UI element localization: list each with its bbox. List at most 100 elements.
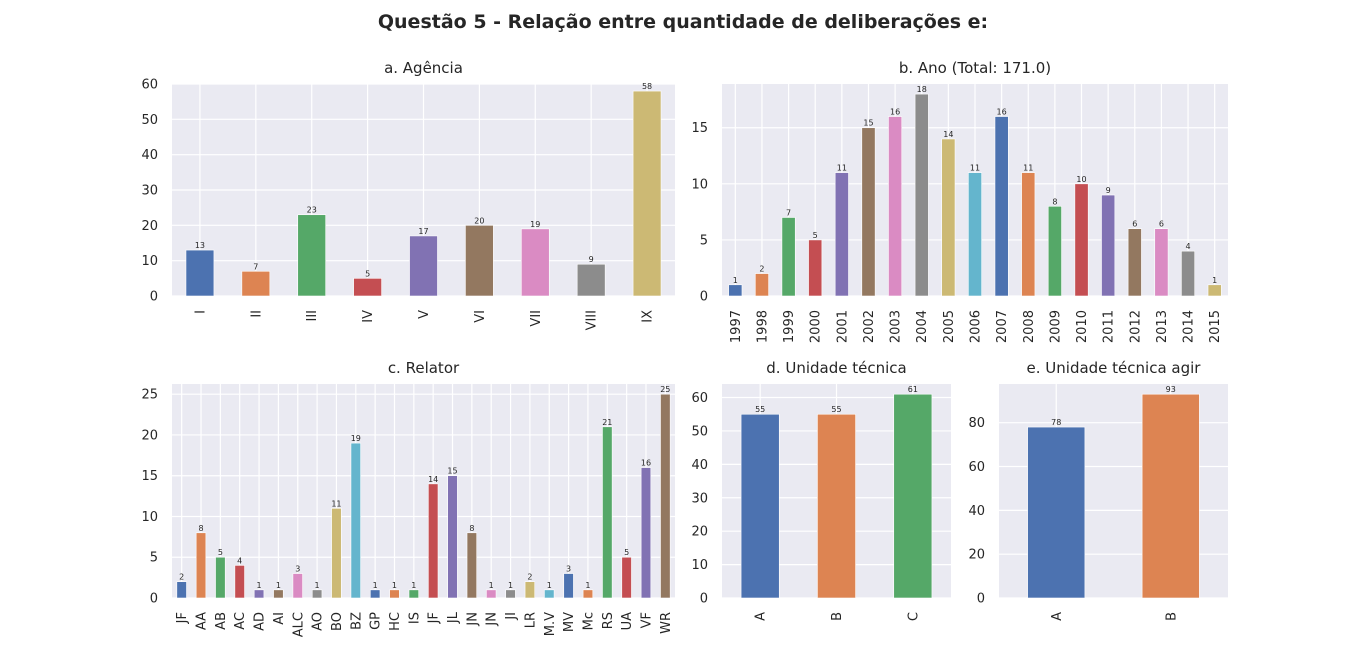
bar-value-label: 1 [315, 581, 320, 590]
y-tick-label: 80 [968, 416, 985, 431]
bar [521, 228, 550, 297]
bar-value-label: 1 [1212, 276, 1217, 285]
x-tick-label: B [1164, 612, 1179, 621]
bar [369, 589, 381, 599]
chart-panel-relator: 05101520252JF8AA5AB4AC1AD1AI3ALC1AO11BO1… [141, 359, 675, 637]
x-tick-label: VF [639, 612, 654, 628]
x-tick-label: C [906, 612, 921, 621]
bar [466, 532, 478, 599]
bar [215, 556, 226, 599]
x-tick-label: M.V [543, 612, 558, 636]
bar [1207, 284, 1222, 297]
x-tick-label: UA [620, 612, 635, 631]
x-tick-label: IX [641, 310, 656, 323]
x-tick-label: 2009 [1048, 310, 1063, 343]
bar [781, 217, 796, 297]
x-tick-label: 2014 [1182, 310, 1197, 343]
y-tick-label: 20 [141, 428, 158, 443]
y-tick-label: 0 [700, 592, 708, 607]
y-tick-label: 5 [150, 551, 158, 566]
bar [253, 589, 265, 599]
x-tick-label: AB [214, 612, 229, 630]
chart-panel-agencia: 0 10 20 30 40 50 60 13 I 7 II 23 III 5 IV 17 V 20 VI 19 VII 9… [141, 59, 675, 330]
bar [486, 589, 497, 599]
bar [754, 273, 769, 297]
bar-value-label: 14 [428, 475, 438, 484]
x-tick-label: JI [504, 612, 519, 621]
bar-value-label: 18 [917, 85, 927, 94]
y-tick-label: 10 [691, 177, 708, 192]
bar-value-label: 6 [1159, 220, 1164, 229]
bar [273, 589, 284, 599]
bar-value-label: 17 [418, 227, 428, 236]
bar-value-label: 5 [218, 548, 223, 557]
y-tick-label: 20 [968, 548, 985, 563]
bar [861, 127, 876, 297]
x-tick-label: AO [311, 612, 326, 631]
chart-panel-unidade: 0 10 20 30 40 50 60 55 A 55 B 61 Cd. Unidade técnica [691, 359, 951, 621]
y-tick-label: 5 [700, 233, 708, 248]
x-tick-label: BO [330, 612, 345, 631]
y-tick-label: 10 [141, 510, 158, 525]
bar-value-label: 7 [786, 208, 791, 217]
bar-value-label: 61 [908, 385, 918, 394]
x-tick-label: VI [473, 310, 488, 323]
bar-value-label: 7 [253, 262, 258, 271]
x-tick-label: B [830, 612, 845, 621]
x-tick-label: 2012 [1128, 310, 1143, 343]
bar [297, 214, 326, 297]
bar [350, 442, 361, 599]
bar [740, 413, 780, 599]
chart-panel-unidade_agir: 0 20 40 60 80 78 A 93 Be. Unidade técnica agir [968, 359, 1228, 621]
bar-value-label: 21 [602, 418, 612, 427]
x-tick-label: IS [407, 612, 422, 624]
y-tick-label: 40 [141, 148, 158, 163]
x-tick-label: RS [601, 612, 616, 629]
bar-value-label: 14 [943, 130, 953, 139]
bar-value-label: 1 [733, 276, 738, 285]
y-tick-label: 0 [700, 290, 708, 305]
bar-value-label: 3 [566, 565, 571, 574]
bar-value-label: 19 [351, 434, 361, 443]
bar-value-label: 5 [624, 548, 629, 557]
y-tick-label: 20 [691, 525, 708, 540]
x-tick-label: AA [195, 612, 210, 630]
bar-value-label: 1 [411, 581, 416, 590]
chart-title: b. Ano (Total: 171.0) [899, 59, 1051, 77]
bar-value-label: 11 [837, 164, 847, 173]
bar-value-label: 1 [392, 581, 397, 590]
bar-value-label: 23 [307, 206, 317, 215]
bar [576, 263, 606, 297]
x-tick-label: AD [253, 612, 268, 631]
x-tick-label: 2015 [1208, 310, 1223, 343]
bar [660, 393, 671, 599]
x-tick-label: VIII [585, 310, 600, 330]
bar-value-label: 1 [489, 581, 494, 590]
bar [1021, 172, 1036, 297]
bar [1181, 250, 1196, 297]
x-tick-label: LR [523, 612, 538, 628]
bar [234, 565, 245, 599]
bar [563, 573, 574, 599]
x-tick-label: MV [562, 612, 577, 632]
bar-value-label: 6 [1132, 220, 1137, 229]
bar [292, 573, 303, 599]
bar-value-label: 55 [831, 405, 841, 414]
x-tick-label: 2005 [942, 310, 957, 343]
x-tick-label: Mc [581, 612, 596, 630]
bar-value-label: 9 [1106, 186, 1111, 195]
x-tick-label: 2007 [995, 310, 1010, 343]
y-tick-label: 30 [691, 491, 708, 506]
y-tick-label: 20 [141, 219, 158, 234]
bar [621, 556, 632, 599]
bar-value-label: 11 [1023, 164, 1033, 173]
x-tick-label: AC [233, 612, 248, 630]
x-tick-label: IV [361, 310, 376, 323]
y-tick-label: 50 [141, 113, 158, 128]
bar [640, 467, 652, 599]
bar-value-label: 55 [755, 405, 765, 414]
y-tick-label: 0 [150, 592, 158, 607]
bar-value-label: 5 [813, 231, 818, 240]
bar [914, 93, 929, 297]
bar-value-label: 13 [195, 241, 205, 250]
